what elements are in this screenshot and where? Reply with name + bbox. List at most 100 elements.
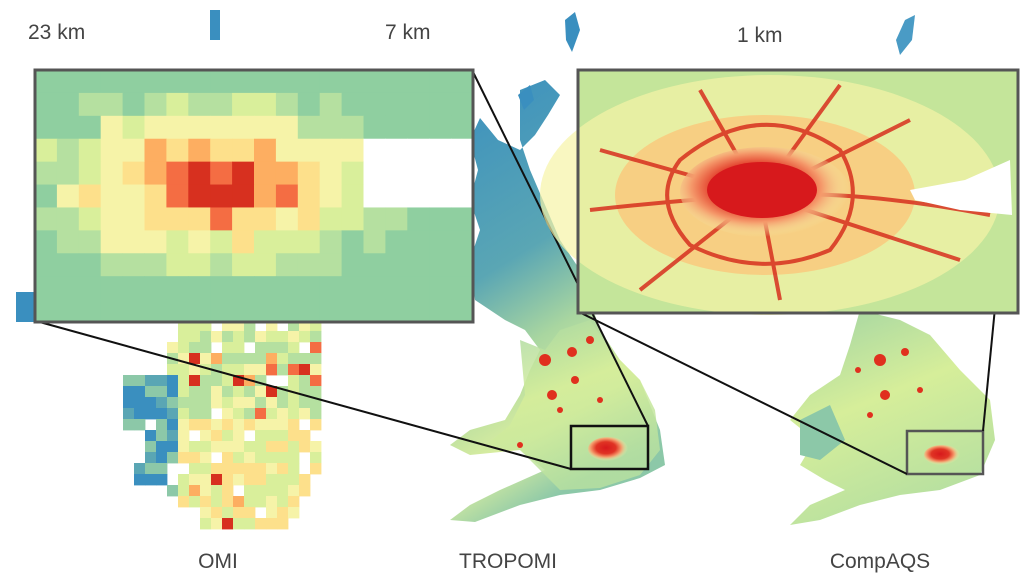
pixel [299, 474, 310, 485]
pixel [288, 441, 299, 452]
pixel [189, 386, 200, 397]
pixel [188, 139, 210, 162]
pixel [57, 162, 79, 185]
pixel [299, 408, 310, 419]
pixel [188, 162, 210, 185]
omi-inset [35, 70, 474, 323]
pixel [123, 386, 134, 397]
pixel [233, 452, 244, 463]
pixel [79, 162, 101, 185]
pixel [255, 386, 266, 397]
pixel [188, 253, 210, 276]
pixel [342, 276, 364, 299]
pixel [134, 419, 145, 430]
pixel [123, 116, 145, 139]
pixel [276, 276, 298, 299]
pixel [167, 485, 178, 496]
pixel [211, 474, 222, 485]
pixel [255, 397, 266, 408]
pixel [407, 162, 429, 185]
pixel [210, 299, 232, 322]
pixel [200, 485, 211, 496]
pixel [145, 207, 167, 230]
pixel [429, 253, 451, 276]
pixel [266, 452, 277, 463]
pixel [35, 253, 57, 276]
island [896, 15, 915, 55]
pixel [189, 463, 200, 474]
pixel [222, 496, 233, 507]
pixel [200, 507, 211, 518]
pixel [101, 207, 123, 230]
pixel [166, 230, 188, 253]
pixel [123, 397, 134, 408]
pixel [210, 93, 232, 116]
pixel [407, 93, 429, 116]
pixel [222, 452, 233, 463]
pixel [407, 116, 429, 139]
pixel [266, 496, 277, 507]
pixel [222, 507, 233, 518]
pixel [167, 430, 178, 441]
pixel [277, 397, 288, 408]
pixel [244, 496, 255, 507]
pixel [266, 397, 277, 408]
pixel [244, 474, 255, 485]
pixel [79, 93, 101, 116]
pixel [310, 408, 321, 419]
pixel [222, 353, 233, 364]
pixel [385, 162, 407, 185]
pixel [255, 364, 266, 375]
pixel [276, 230, 298, 253]
pixel [255, 518, 266, 529]
pixel [451, 299, 473, 322]
pixel [222, 375, 233, 386]
pixel [145, 116, 167, 139]
pixel [123, 408, 134, 419]
pixel [134, 375, 145, 386]
pixel [79, 185, 101, 208]
pixel [166, 207, 188, 230]
pixel [232, 139, 254, 162]
pixel [451, 116, 473, 139]
pixel [320, 253, 342, 276]
pixel [255, 474, 266, 485]
pixel [233, 419, 244, 430]
pixel [320, 70, 342, 93]
pixel [451, 185, 473, 208]
pixel [156, 430, 167, 441]
pixel [254, 207, 276, 230]
pixel [244, 386, 255, 397]
pixel [254, 276, 276, 299]
pixel [288, 463, 299, 474]
pixel [167, 364, 178, 375]
pixel [232, 276, 254, 299]
pixel [266, 364, 277, 375]
pixel [101, 70, 123, 93]
pixel [232, 230, 254, 253]
pixel [407, 230, 429, 253]
pixel [167, 419, 178, 430]
pixel [407, 207, 429, 230]
pixel [156, 441, 167, 452]
pixel [451, 93, 473, 116]
pixel [342, 207, 364, 230]
pixel [189, 419, 200, 430]
pixel [385, 116, 407, 139]
pixel [134, 463, 145, 474]
pixel [320, 139, 342, 162]
pixel [299, 375, 310, 386]
pixel [210, 70, 232, 93]
pixel [299, 353, 310, 364]
pixel [451, 276, 473, 299]
pixel [210, 230, 232, 253]
pixel [35, 70, 57, 93]
pixel [342, 162, 364, 185]
pixel [244, 353, 255, 364]
pixel [134, 474, 145, 485]
pixel [255, 331, 266, 342]
pixel [320, 93, 342, 116]
pixel [244, 364, 255, 375]
pixel [123, 185, 145, 208]
pixel [254, 162, 276, 185]
